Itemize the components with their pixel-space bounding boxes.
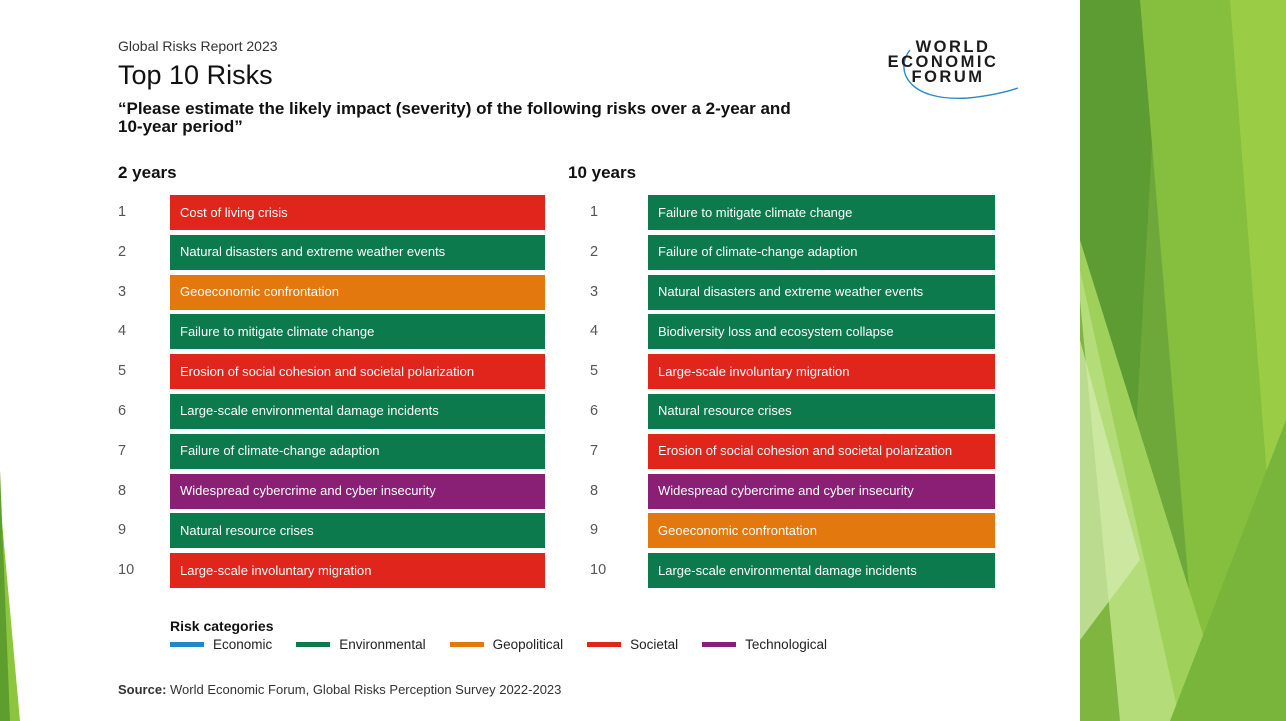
risk-bar: Widespread cybercrime and cyber insecuri… bbox=[170, 473, 545, 509]
rank-number: 9 bbox=[590, 522, 599, 539]
legend-swatch bbox=[702, 642, 737, 647]
legend-item-technological: Technological bbox=[702, 637, 827, 652]
rank-number: 8 bbox=[590, 482, 599, 499]
rank-number: 10 bbox=[590, 562, 607, 579]
logo-text-world: WORLD bbox=[915, 38, 991, 56]
legend-title: Risk categories bbox=[170, 618, 274, 634]
left-decoration bbox=[0, 470, 20, 721]
ten-year-heading: 10 years bbox=[568, 163, 637, 182]
risk-bar: Natural resource crises bbox=[648, 393, 995, 429]
rank-number: 10 bbox=[118, 562, 135, 579]
two-year-heading: 2 years bbox=[118, 163, 177, 182]
rank-number: 4 bbox=[118, 323, 127, 340]
legend-swatch bbox=[449, 642, 484, 647]
rank-number: 2 bbox=[118, 243, 127, 260]
rank-number: 6 bbox=[590, 402, 599, 419]
risk-bar: Natural resource crises bbox=[170, 513, 545, 549]
legend-item-environmental: Environmental bbox=[296, 637, 426, 652]
right-decoration bbox=[1080, 0, 1286, 721]
legend-swatch bbox=[296, 642, 331, 647]
legend-item-economic: Economic bbox=[170, 637, 272, 652]
risk-bar: Geoeconomic confrontation bbox=[648, 513, 995, 549]
rank-number: 5 bbox=[118, 363, 127, 380]
risk-bar: Geoeconomic confrontation bbox=[170, 274, 545, 310]
legend-label: Economic bbox=[213, 637, 273, 652]
rank-number: 4 bbox=[590, 323, 599, 340]
risk-bar: Natural disasters and extreme weather ev… bbox=[170, 234, 545, 270]
legend-label: Environmental bbox=[339, 637, 426, 652]
risk-bar: Failure to mitigate climate change bbox=[648, 195, 995, 230]
risk-bar: Failure to mitigate climate change bbox=[170, 314, 545, 350]
report-label: Global Risks Report 2023 bbox=[118, 38, 278, 54]
risk-bar: Large-scale environmental damage inciden… bbox=[170, 393, 545, 429]
risk-bar: Erosion of social cohesion and societal … bbox=[170, 354, 545, 390]
risk-bar: Natural disasters and extreme weather ev… bbox=[648, 274, 995, 310]
legend-item-geopolitical: Geopolitical bbox=[449, 637, 564, 652]
risk-bar: Failure of climate-change adaption bbox=[648, 234, 995, 270]
rank-number: 7 bbox=[590, 442, 599, 459]
risk-bar: Failure of climate-change adaption bbox=[170, 433, 545, 469]
legend-label: Geopolitical bbox=[492, 637, 564, 652]
rank-number: 7 bbox=[118, 442, 127, 459]
rank-number: 3 bbox=[590, 283, 599, 300]
survey-question: “Please estimate the likely impact (seve… bbox=[118, 99, 791, 136]
risk-bar: Biodiversity loss and ecosystem collapse bbox=[648, 314, 995, 350]
rank-number: 9 bbox=[118, 522, 127, 539]
legend-item-societal: Societal bbox=[587, 637, 678, 652]
rank-number: 1 bbox=[590, 204, 599, 220]
risk-bar: Erosion of social cohesion and societal … bbox=[648, 433, 995, 469]
logo-text-forum: FORUM bbox=[911, 68, 985, 86]
source-text: World Economic Forum, Global Risks Perce… bbox=[166, 682, 562, 697]
rank-number: 6 bbox=[118, 402, 127, 419]
legend: Economic Environmental Geopolitical Soci… bbox=[170, 637, 851, 652]
risk-bar: Large-scale environmental damage inciden… bbox=[648, 553, 995, 589]
logo-arc bbox=[903, 49, 1019, 99]
rank-number: 5 bbox=[590, 363, 599, 380]
risk-bar: Large-scale involuntary migration bbox=[170, 553, 545, 589]
legend-swatch bbox=[587, 642, 622, 647]
content: Global Risks Report 2023 Top 10 Risks “P… bbox=[118, 0, 1028, 721]
legend-label: Technological bbox=[745, 637, 827, 652]
legend-swatch bbox=[170, 642, 204, 647]
legend-label: Societal bbox=[630, 637, 679, 652]
rank-number: 8 bbox=[118, 482, 127, 499]
logo-text-economic: ECONOMIC bbox=[887, 53, 999, 71]
rank-number: 1 bbox=[118, 204, 127, 220]
source-note: Source: World Economic Forum, Global Ris… bbox=[118, 682, 561, 697]
page-title: Top 10 Risks bbox=[118, 60, 273, 90]
risk-bar: Large-scale involuntary migration bbox=[648, 354, 995, 390]
source-prefix: Source: bbox=[118, 682, 167, 697]
rank-number: 2 bbox=[590, 243, 599, 260]
rank-number: 3 bbox=[118, 283, 127, 300]
wef-logo: WORLD ECONOMIC FORUM bbox=[858, 38, 1028, 102]
risk-bar: Cost of living crisis bbox=[170, 195, 545, 230]
risk-bar: Widespread cybercrime and cyber insecuri… bbox=[648, 473, 995, 509]
